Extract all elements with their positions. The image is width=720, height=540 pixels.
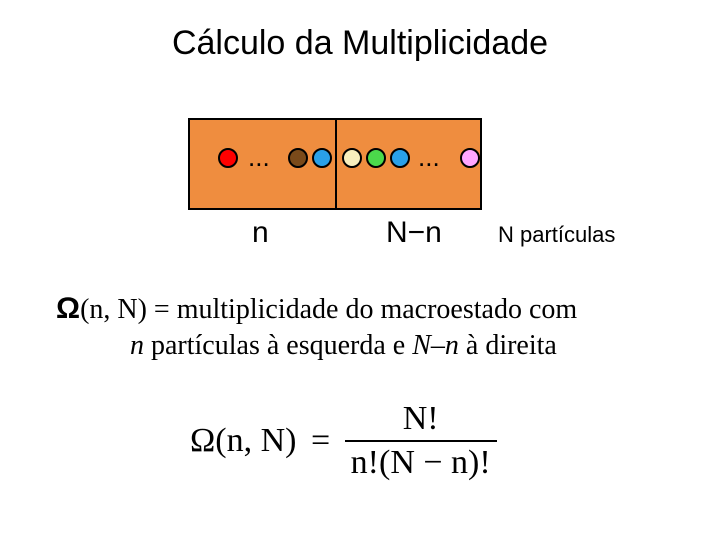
page-title: Cálculo da Multiplicidade — [0, 24, 720, 63]
definition-mid: partículas à esquerda e — [144, 330, 412, 361]
particle-dot-right-1 — [366, 148, 386, 168]
definition-head: (n, N) = multiplicidade do macroestado c… — [80, 294, 577, 325]
ellipsis-left: ... — [248, 144, 270, 170]
particle-dot-left-1 — [288, 148, 308, 168]
formula-denominator: n!(N − n)! — [345, 440, 497, 482]
ellipsis-right: ... — [418, 144, 440, 170]
definition-n: n — [130, 330, 144, 361]
formula-den-bang: ! — [479, 444, 490, 481]
definition-text: Ω(n, N) = multiplicidade do macroestado … — [56, 290, 676, 363]
particle-dot-left-2 — [312, 148, 332, 168]
particle-dot-right-2 — [390, 148, 410, 168]
multiplicity-formula: Ω(n, N) = N! n!(N − n)! — [190, 400, 497, 482]
box-divider — [335, 118, 337, 210]
particle-dot-right-0 — [342, 148, 362, 168]
formula-equals: = — [305, 422, 336, 460]
particle-dot-right-3 — [460, 148, 480, 168]
definition-Nn: N–n — [412, 330, 459, 361]
formula-den-Nn: (N − n) — [379, 444, 479, 481]
formula-den-n: n! — [351, 444, 379, 481]
formula-args: (n, N) — [215, 422, 296, 459]
omega-symbol: Ω — [56, 292, 80, 325]
particle-dot-left-0 — [218, 148, 238, 168]
particles-caption: N partículas — [498, 222, 615, 248]
formula-fraction: N! n!(N − n)! — [345, 400, 497, 482]
label-n: n — [252, 216, 269, 250]
label-N-minus-n: N−n — [386, 216, 442, 250]
definition-post: à direita — [459, 330, 557, 361]
formula-numerator: N! — [345, 400, 497, 440]
formula-omega: Ω — [190, 422, 215, 459]
